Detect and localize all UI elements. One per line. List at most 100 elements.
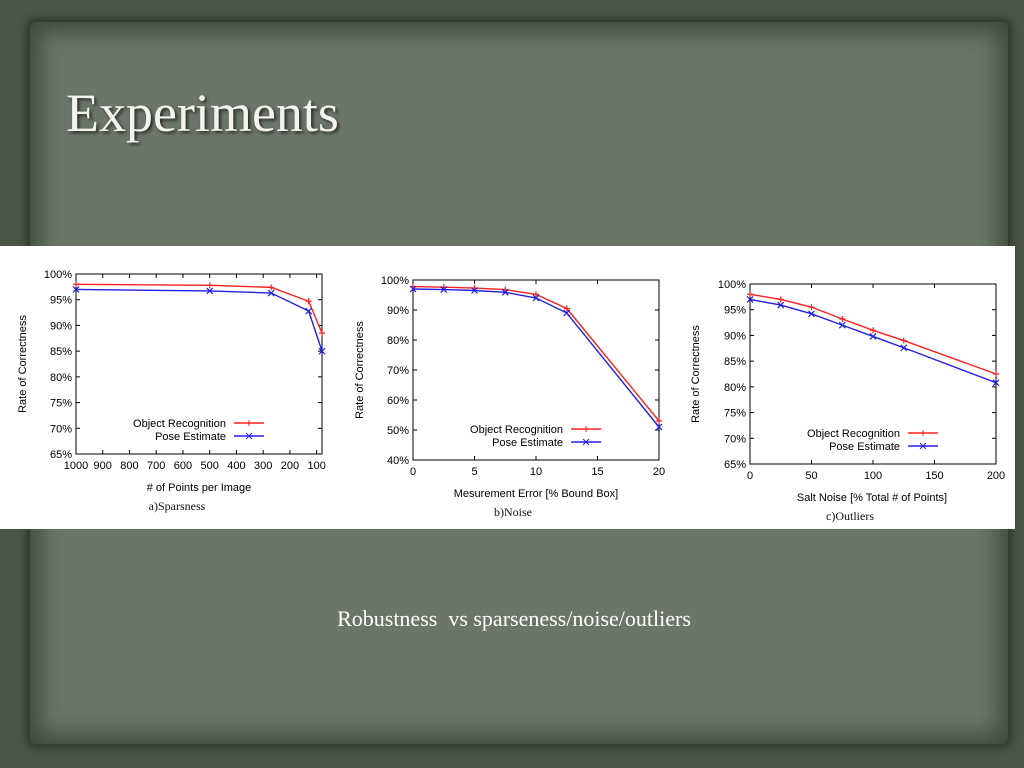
x-tick-label: 700	[147, 460, 165, 472]
y-tick-label: 80%	[387, 335, 409, 347]
data-point	[305, 307, 313, 315]
data-point	[440, 286, 448, 294]
chart-1: 65% 70% 75% 80% 85% 90% 95% 100% 1000 900 800 700 60…	[17, 269, 326, 513]
slide-title: Experiments	[66, 83, 339, 143]
x-tick-label: 600	[174, 460, 192, 472]
y-tick-label: 90%	[387, 305, 409, 317]
data-point	[267, 289, 275, 297]
legend-label: Pose Estimate	[829, 441, 900, 453]
data-point	[992, 379, 1000, 387]
x-tick-label: 20	[653, 466, 665, 478]
data-point	[563, 305, 570, 312]
slide-caption: Robustness vs sparseness/noise/outliers	[337, 606, 691, 631]
x-tick-label: 300	[254, 460, 272, 472]
series-line-pose-estimate	[75, 288, 323, 352]
series-line-object-recognition	[412, 285, 660, 422]
x-tick-label: 100	[864, 470, 882, 482]
data-point	[305, 298, 312, 305]
y-tick-label: 60%	[387, 395, 409, 407]
y-tick-label: 80%	[50, 372, 72, 384]
legend-label: Pose Estimate	[492, 437, 563, 449]
legend-label: Pose Estimate	[155, 431, 226, 443]
x-tick-label: 100	[307, 460, 325, 472]
data-point	[747, 291, 753, 298]
x-tick-label: 200	[987, 470, 1005, 482]
x-tick-label: 150	[925, 470, 943, 482]
y-axis-label: Rate of Correctness	[17, 315, 29, 413]
y-tick-label: 90%	[724, 330, 746, 342]
x-tick-label: 200	[281, 460, 299, 472]
plot-frame	[75, 273, 323, 455]
data-point	[206, 282, 213, 289]
figure-strip: 65% 70% 75% 80% 85% 90% 95% 100% 1000 900 800 700 60…	[0, 246, 1015, 529]
y-tick-label: 65%	[50, 449, 72, 461]
y-tick-label: 70%	[50, 423, 72, 435]
y-tick-label: 85%	[50, 346, 72, 358]
data-point	[318, 347, 326, 355]
y-tick-label: 95%	[50, 295, 72, 307]
y-tick-label: 40%	[387, 455, 409, 467]
y-tick-label: 50%	[387, 425, 409, 437]
y-tick-label: 65%	[724, 459, 746, 471]
data-point	[900, 337, 907, 344]
data-point	[870, 327, 876, 334]
x-tick-label: 900	[94, 460, 112, 472]
y-tick-label: 80%	[724, 382, 746, 394]
series-line-pose-estimate	[412, 288, 660, 428]
data-point	[838, 321, 846, 329]
series-line-pose-estimate	[749, 298, 997, 384]
data-point	[777, 296, 784, 303]
x-tick-label: 1000	[64, 460, 88, 472]
data-point	[501, 288, 509, 296]
x-tick-label: 800	[120, 460, 138, 472]
data-point	[73, 281, 79, 288]
y-tick-label: 95%	[724, 305, 746, 317]
data-point	[206, 287, 214, 295]
data-point	[746, 296, 754, 303]
y-tick-label: 85%	[724, 356, 746, 368]
x-axis-label: Mesurement Error [% Bound Box]	[454, 488, 618, 500]
y-tick-label: 75%	[50, 398, 72, 410]
x-tick-label: 500	[201, 460, 219, 472]
data-point	[655, 423, 663, 431]
y-tick-label: 75%	[724, 408, 746, 420]
x-axis-label: Salt Noise [% Total # of Points]	[797, 492, 947, 504]
legend-label: Object Recognition	[133, 418, 226, 430]
x-axis-label: # of Points per Image	[147, 482, 252, 494]
x-tick-label: 15	[591, 466, 603, 478]
x-tick-label: 0	[747, 470, 753, 482]
x-tick-label: 10	[530, 466, 542, 478]
y-tick-label: 90%	[50, 320, 72, 332]
legend-label: Object Recognition	[807, 428, 900, 440]
y-tick-label: 70%	[724, 433, 746, 445]
series-line-object-recognition	[75, 283, 323, 334]
data-point	[900, 344, 908, 352]
data-point	[869, 333, 877, 340]
y-axis-label: Rate of Correctness	[354, 321, 366, 419]
data-point	[563, 309, 571, 317]
x-tick-label: 50	[805, 470, 817, 482]
data-point	[268, 284, 275, 291]
y-tick-label: 70%	[387, 365, 409, 377]
legend-label: Object Recognition	[470, 424, 563, 436]
chart-subcaption: b)Noise	[494, 505, 532, 519]
data-point	[533, 291, 539, 298]
data-point	[656, 418, 662, 424]
data-point	[808, 310, 815, 318]
y-tick-label: 100%	[718, 279, 746, 291]
data-point	[72, 286, 80, 293]
data-point	[532, 294, 540, 302]
data-point	[409, 285, 417, 293]
y-tick-label: 100%	[44, 269, 72, 281]
x-tick-label: 0	[410, 466, 416, 478]
data-point	[839, 315, 846, 322]
x-tick-label: 400	[227, 460, 245, 472]
data-point	[808, 304, 815, 311]
y-tick-label: 100%	[381, 275, 409, 287]
x-tick-label: 5	[471, 466, 477, 478]
y-axis-label: Rate of Correctness	[690, 325, 702, 423]
chart-2: 40% 50% 60% 70% 80% 90% 100% 0 5 10 15 20 Mesurement…	[354, 275, 665, 519]
